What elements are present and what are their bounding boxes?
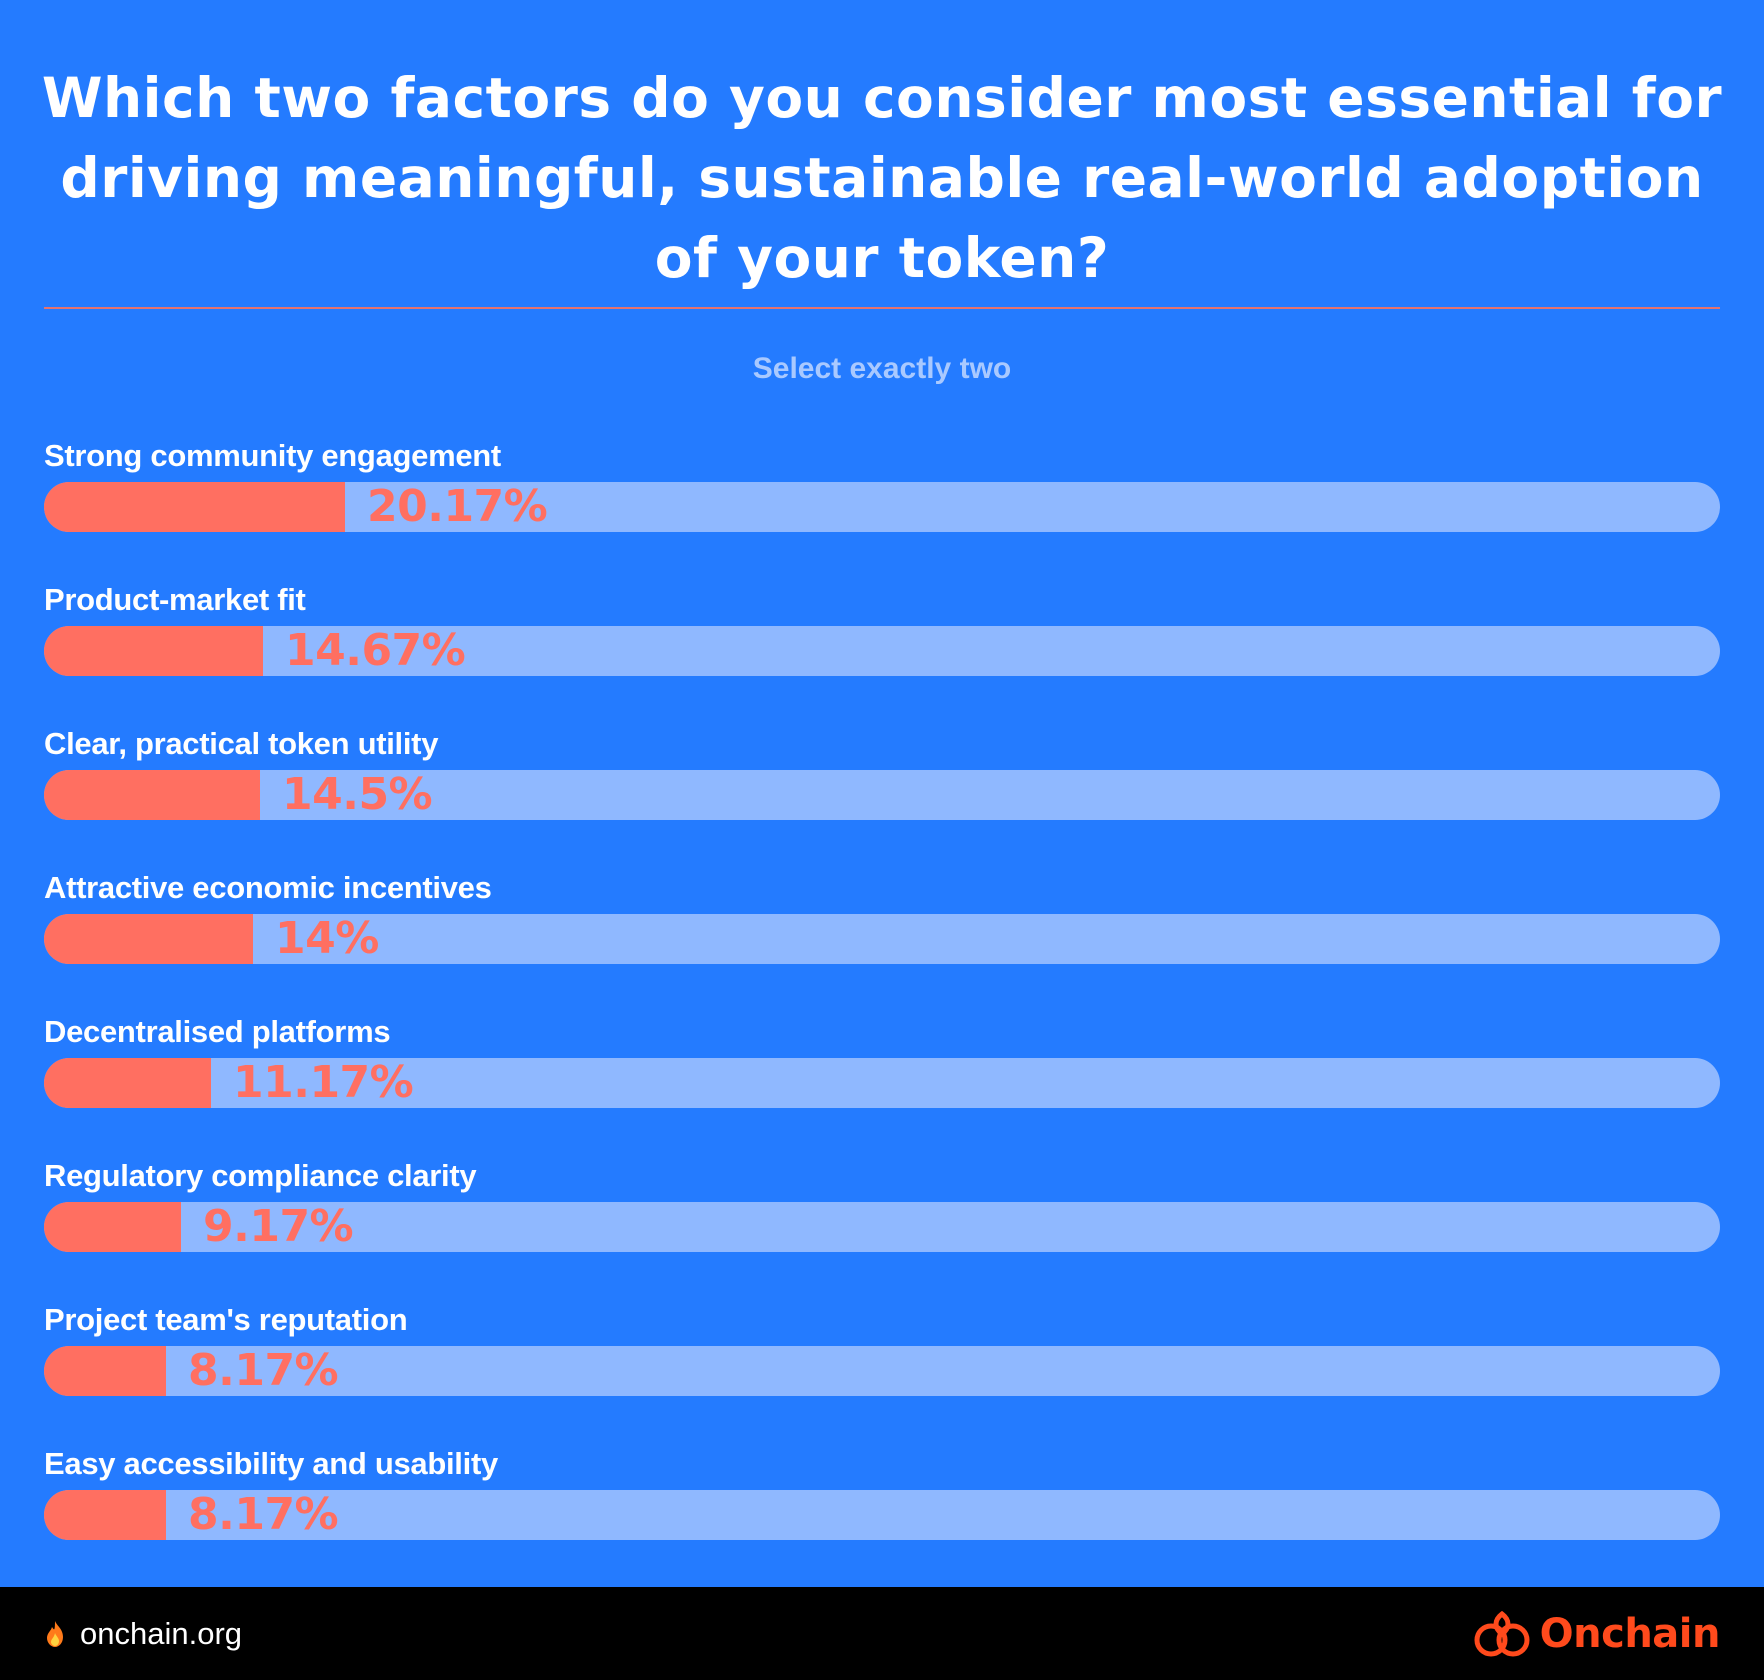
footer-brand[interactable]: Onchain: [1472, 1587, 1721, 1680]
bar-row: Attractive economic incentives 14%: [44, 870, 1720, 990]
chart-subtitle: Select exactly two: [752, 352, 1012, 385]
footer-site[interactable]: onchain.org: [44, 1587, 242, 1680]
onchain-logo-icon: [1474, 1610, 1530, 1656]
bar-row: Clear, practical token utility 14.5%: [44, 726, 1720, 846]
bar-category-label: Attractive economic incentives: [44, 870, 492, 905]
bar-fill: [44, 626, 263, 676]
bar-track: 14%: [44, 914, 1720, 964]
bar-row: Decentralised platforms 11.17%: [44, 1014, 1720, 1134]
bar-chart: Strong community engagement 20.17% Product…: [44, 438, 1720, 1566]
bar-row: Easy accessibility and usability 8.17%: [44, 1446, 1720, 1566]
site-url: onchain.org: [80, 1615, 243, 1651]
bar-category-label: Project team's reputation: [44, 1302, 408, 1337]
bar-value-label: 8.17%: [188, 1346, 339, 1396]
bar-track: 8.17%: [44, 1346, 1720, 1396]
bar-category-label: Decentralised platforms: [44, 1014, 391, 1049]
bar-category-label: Product-market fit: [44, 582, 306, 617]
bar-value-label: 14.5%: [282, 770, 433, 820]
bar-row: Product-market fit 14.67%: [44, 582, 1720, 702]
bar-fill: [44, 1202, 181, 1252]
title-divider: [44, 307, 1720, 309]
bar-row: Project team's reputation 8.17%: [44, 1302, 1720, 1422]
bar-value-label: 8.17%: [188, 1490, 339, 1540]
bar-fill: [44, 1490, 166, 1540]
bar-track: 14.67%: [44, 626, 1720, 676]
bar-track: 20.17%: [44, 482, 1720, 532]
bar-track: 14.5%: [44, 770, 1720, 820]
bar-category-label: Regulatory compliance clarity: [44, 1158, 477, 1193]
bar-fill: [44, 1346, 166, 1396]
bar-fill: [44, 914, 253, 964]
bar-value-label: 11.17%: [233, 1058, 414, 1108]
bar-category-label: Clear, practical token utility: [44, 726, 439, 761]
footer: onchain.org Onchain: [0, 1587, 1764, 1680]
bar-value-label: 9.17%: [203, 1202, 354, 1252]
bar-category-label: Strong community engagement: [44, 438, 501, 473]
chart-title: Which two factors do you consider most e…: [41, 66, 1723, 290]
brand-name: Onchain: [1539, 1610, 1721, 1657]
bar-fill: [44, 770, 260, 820]
bar-value-label: 14.67%: [285, 626, 466, 676]
bar-fill: [44, 482, 345, 532]
bar-row: Regulatory compliance clarity 9.17%: [44, 1158, 1720, 1278]
bar-track: 9.17%: [44, 1202, 1720, 1252]
bar-row: Strong community engagement 20.17%: [44, 438, 1720, 558]
bar-value-label: 14%: [275, 914, 379, 964]
bar-fill: [44, 1058, 211, 1108]
bar-value-label: 20.17%: [367, 482, 548, 532]
bar-track: 11.17%: [44, 1058, 1720, 1108]
fire-icon: [47, 1620, 63, 1647]
bar-track: 8.17%: [44, 1490, 1720, 1540]
bar-category-label: Easy accessibility and usability: [44, 1446, 498, 1481]
